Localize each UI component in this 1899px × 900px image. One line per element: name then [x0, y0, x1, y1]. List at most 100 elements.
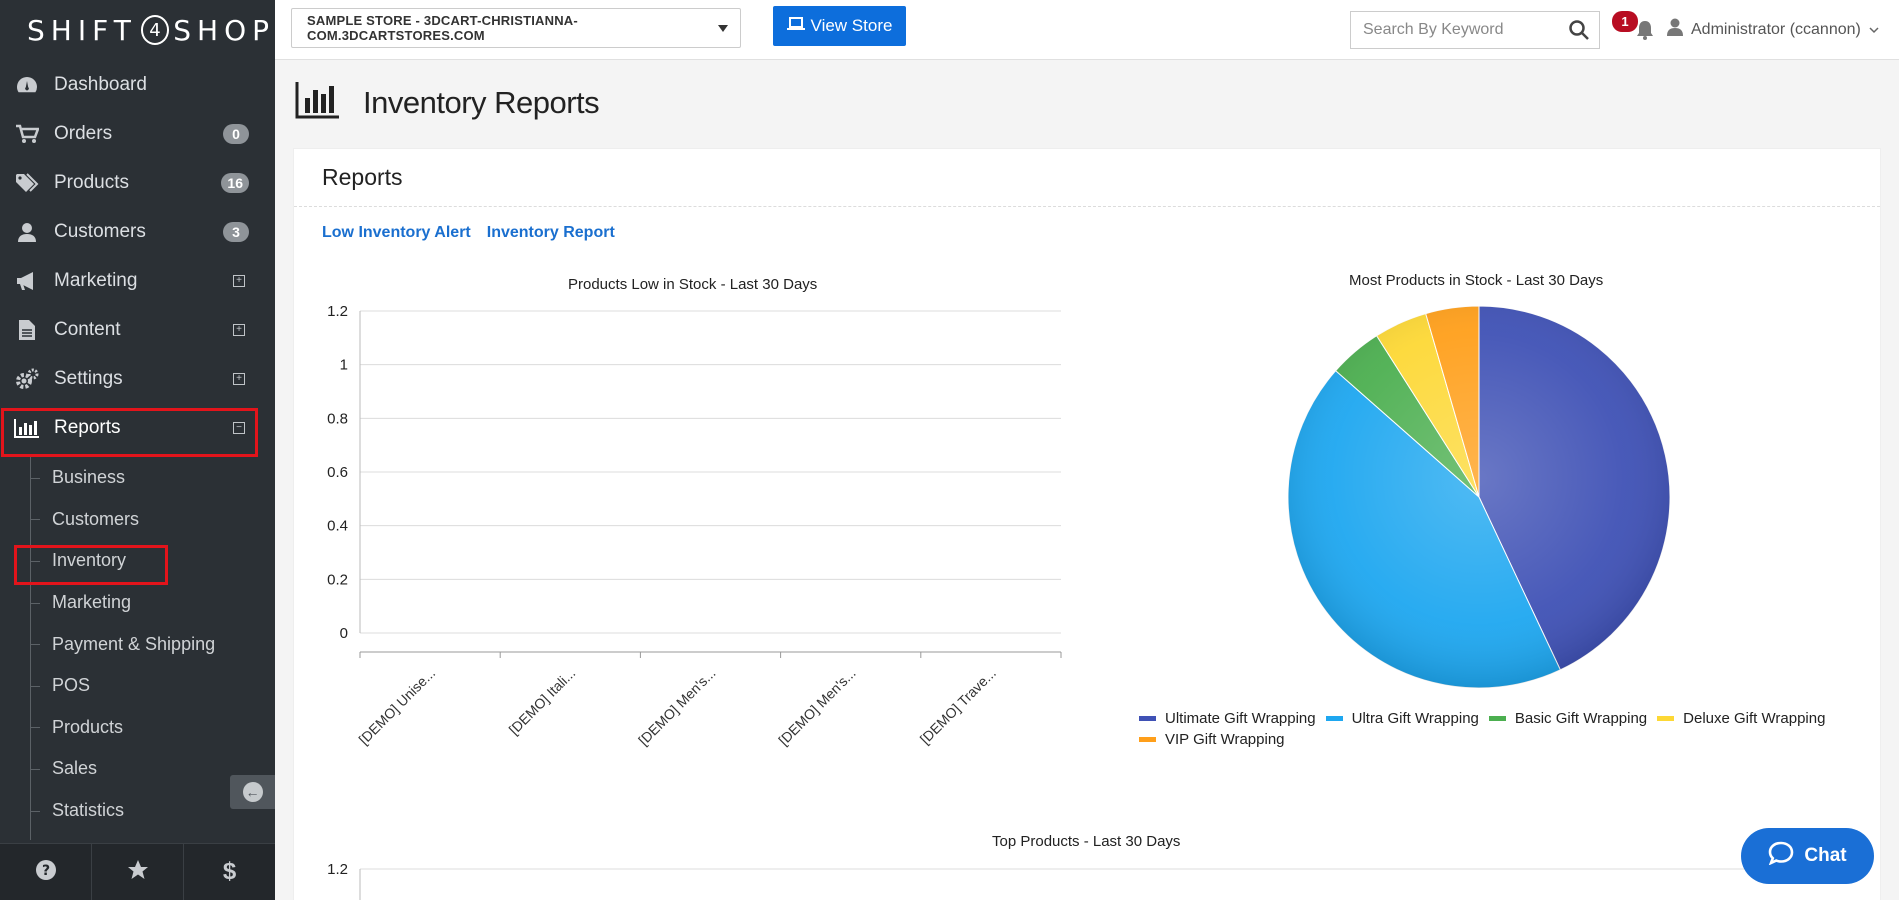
sidebar-item-label: Marketing: [54, 269, 138, 291]
sidebar-item-label: Settings: [54, 367, 123, 389]
search-input[interactable]: [1351, 12, 1561, 48]
page-title: Inventory Reports: [363, 84, 600, 120]
arrow-left-icon: ←: [242, 782, 263, 802]
sidebar-item-label: Reports: [54, 416, 121, 438]
bar-chart-icon: [14, 417, 40, 439]
user-menu[interactable]: Administrator (ccannon): [1667, 18, 1879, 41]
page-header: Inventory Reports: [295, 80, 600, 125]
dashboard-icon: [14, 74, 40, 96]
low-stock-chart-title: Products Low in Stock - Last 30 Days: [568, 276, 818, 293]
pie-legend: Ultimate Gift Wrapping Ultra Gift Wrappin…: [1139, 708, 1839, 750]
legend-label: Ultra Gift Wrapping: [1351, 710, 1479, 727]
report-links: Low Inventory Alert Inventory Report: [322, 224, 615, 242]
logo-four-circle: 4: [140, 15, 170, 45]
favorites-button[interactable]: [92, 844, 184, 900]
legend-label: Basic Gift Wrapping: [1514, 710, 1648, 727]
top-bar: SAMPLE STORE - 3DCART-CHRISTIANNA-COM.3D…: [275, 0, 1899, 60]
sidebar-item-marketing[interactable]: Marketing +: [0, 256, 275, 305]
chat-label: Chat: [1804, 845, 1847, 866]
shift4shop-logo[interactable]: SHIFT 4 SHOP: [0, 0, 275, 60]
sidebar-item-label: Products: [54, 171, 129, 193]
cart-icon: [14, 123, 40, 145]
store-selector[interactable]: SAMPLE STORE - 3DCART-CHRISTIANNA-COM.3D…: [291, 8, 741, 48]
file-icon: [14, 319, 40, 341]
products-count-badge: 16: [221, 172, 249, 193]
legend-swatch: [1139, 737, 1156, 742]
view-store-button[interactable]: View Store: [773, 6, 906, 46]
expand-icon[interactable]: +: [233, 323, 245, 336]
svg-text:?: ?: [41, 863, 49, 879]
legend-item[interactable]: Deluxe Gift Wrapping: [1657, 710, 1825, 727]
sidebar-item-dashboard[interactable]: Dashboard: [0, 60, 275, 109]
bell-icon[interactable]: [1635, 20, 1655, 45]
legend-item[interactable]: Basic Gift Wrapping: [1488, 710, 1648, 727]
search-box: [1350, 11, 1600, 49]
legend-item[interactable]: VIP Gift Wrapping: [1139, 731, 1285, 748]
search-icon[interactable]: [1569, 20, 1589, 45]
chat-button[interactable]: Chat: [1741, 828, 1874, 884]
sidebar-item-customers[interactable]: Customers 3: [0, 207, 275, 256]
subnav-item-pos[interactable]: POS: [0, 665, 262, 707]
user-name: Administrator (ccannon): [1691, 20, 1861, 38]
sidebar-item-label: Customers: [54, 220, 146, 242]
logo-text-right: SHOP: [173, 13, 275, 47]
store-selector-value: SAMPLE STORE - 3DCART-CHRISTIANNA-COM.3D…: [307, 13, 578, 43]
subnav-item-business[interactable]: Business: [0, 457, 262, 499]
inventory-report-link[interactable]: Inventory Report: [486, 224, 615, 241]
subnav-item-statistics[interactable]: Statistics: [0, 790, 262, 832]
top-products-chart-title: Top Products - Last 30 Days: [992, 833, 1181, 850]
help-button[interactable]: ?: [0, 844, 92, 900]
chevron-down-icon: [1869, 21, 1879, 39]
sidebar-item-settings[interactable]: Settings +: [0, 354, 275, 403]
sidebar-item-products[interactable]: Products 16: [0, 158, 275, 207]
sidebar-item-label: Content: [54, 318, 121, 340]
main-nav: Dashboard Orders 0 Products 16 Customers…: [0, 60, 275, 452]
sidebar-item-label: Orders: [54, 122, 113, 144]
legend-label: Deluxe Gift Wrapping: [1683, 710, 1826, 727]
panel-header: Reports: [294, 149, 1880, 207]
legend-item[interactable]: Ultimate Gift Wrapping: [1139, 710, 1316, 727]
sidebar-item-orders[interactable]: Orders 0: [0, 109, 275, 158]
legend-swatch: [1325, 716, 1343, 721]
subnav-item-sales[interactable]: Sales: [0, 748, 262, 790]
help-icon: ?: [35, 859, 57, 886]
subnav-item-inventory[interactable]: Inventory: [0, 540, 262, 582]
legend-item[interactable]: Ultra Gift Wrapping: [1325, 710, 1479, 727]
legend-swatch: [1139, 716, 1156, 721]
subnav-tree-line: [30, 457, 31, 840]
legend-label: VIP Gift Wrapping: [1165, 731, 1285, 748]
subnav-item-marketing[interactable]: Marketing: [0, 582, 262, 624]
sidebar-item-content[interactable]: Content +: [0, 305, 275, 354]
expand-icon[interactable]: +: [233, 274, 245, 287]
legend-swatch: [1488, 716, 1506, 721]
user-icon: [1667, 18, 1683, 41]
sidebar-collapse-button[interactable]: ←: [230, 775, 275, 809]
gears-icon: [14, 368, 40, 390]
star-icon: [127, 859, 149, 886]
sidebar-footer: ? $: [0, 843, 275, 900]
chat-bubble-icon: [1768, 841, 1794, 871]
expand-icon[interactable]: +: [233, 372, 245, 385]
orders-count-badge: 0: [223, 123, 249, 144]
subnav-item-products[interactable]: Products: [0, 707, 262, 749]
sidebar-item-reports[interactable]: Reports −: [0, 403, 275, 452]
customers-count-badge: 3: [223, 221, 249, 242]
notification-badge: 1: [1612, 11, 1638, 32]
sidebar-item-label: Dashboard: [54, 73, 147, 95]
most-stock-chart-title: Most Products in Stock - Last 30 Days: [1349, 272, 1604, 289]
reports-subnav: Business Customers Inventory Marketing P…: [0, 457, 262, 840]
legend-swatch: [1657, 716, 1675, 721]
logo-text-left: SHIFT: [27, 13, 137, 47]
subnav-item-payment-shipping[interactable]: Payment & Shipping: [0, 623, 262, 665]
panel-title: Reports: [322, 164, 403, 190]
sidebar: SHIFT 4 SHOP Dashboard Orders 0 Products…: [0, 0, 275, 900]
low-inventory-alert-link[interactable]: Low Inventory Alert: [322, 224, 471, 241]
caret-down-icon: [718, 25, 728, 32]
subnav-item-customers[interactable]: Customers: [0, 499, 262, 541]
billing-button[interactable]: $: [184, 844, 275, 900]
reports-panel: Reports Low Inventory Alert Inventory Re…: [293, 148, 1881, 900]
dollar-icon: $: [222, 858, 237, 885]
bullhorn-icon: [14, 270, 40, 292]
collapse-icon[interactable]: −: [233, 421, 245, 434]
tags-icon: [14, 172, 40, 194]
